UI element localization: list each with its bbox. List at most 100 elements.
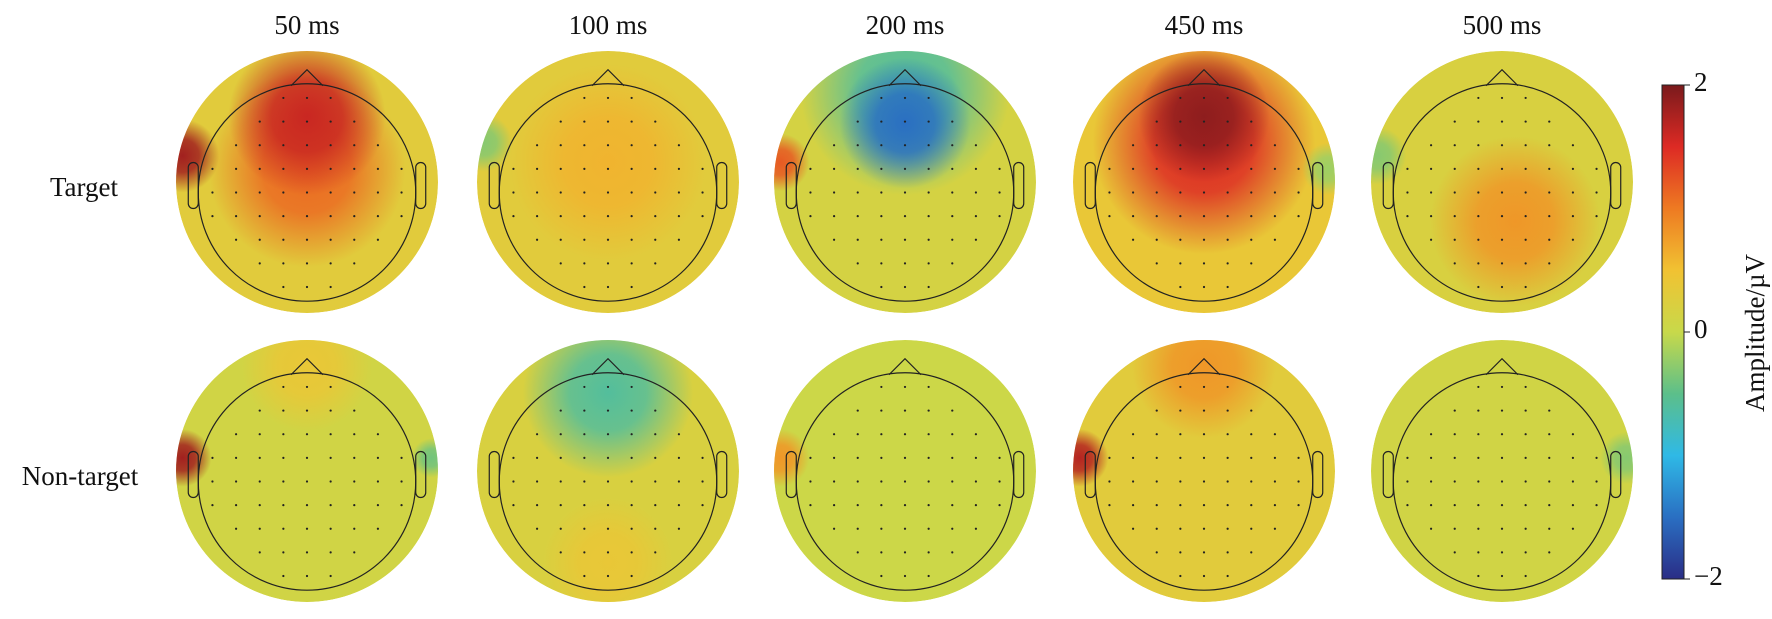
amplitude-peak	[228, 51, 386, 196]
electrode	[630, 215, 633, 218]
electrode	[1250, 144, 1253, 147]
electrode	[1406, 191, 1409, 194]
electrode	[1202, 96, 1206, 100]
electrode	[512, 215, 515, 218]
electrode	[974, 480, 978, 483]
electrode	[903, 238, 907, 241]
electrode	[903, 551, 907, 554]
topomap	[477, 51, 739, 313]
electrode	[654, 144, 657, 147]
electrode	[927, 215, 930, 218]
electrode	[583, 551, 586, 554]
electrode	[1202, 456, 1206, 459]
electrode	[809, 215, 812, 218]
electrode	[903, 433, 907, 436]
electrode	[234, 456, 238, 459]
electrode	[1429, 215, 1433, 218]
electrode	[927, 480, 930, 483]
topomap	[176, 340, 438, 602]
electrode	[353, 409, 356, 412]
electrode	[258, 144, 261, 147]
nose	[888, 68, 922, 87]
electrode	[1226, 96, 1229, 100]
electrode	[258, 262, 261, 265]
electrode	[951, 215, 954, 218]
electrode	[1500, 144, 1504, 147]
nose	[1485, 357, 1519, 376]
amplitude-peak	[522, 340, 694, 478]
electrode	[927, 120, 930, 123]
ear	[187, 161, 199, 210]
electrode	[1179, 262, 1182, 265]
electrode	[974, 167, 978, 170]
topomap	[1073, 340, 1335, 602]
electrode	[1155, 144, 1158, 147]
electrode	[1155, 551, 1158, 554]
electrode	[583, 574, 586, 578]
electrode	[1297, 191, 1300, 194]
ear	[1084, 450, 1096, 499]
amplitude-peak	[1600, 431, 1633, 485]
electrode	[1250, 480, 1253, 483]
electrode	[329, 385, 332, 389]
electrode	[1179, 120, 1182, 123]
electrode	[654, 120, 657, 123]
electrode	[282, 551, 285, 554]
electrode	[1202, 409, 1206, 412]
electrode	[832, 480, 836, 483]
electrode	[305, 167, 309, 170]
colorbar-tick-label: −2	[1694, 561, 1723, 591]
electrode	[630, 409, 633, 412]
electrode	[1524, 167, 1527, 170]
electrode	[630, 527, 633, 530]
colorbar-label: Amplitude/µV	[1740, 253, 1770, 412]
electrode	[234, 167, 238, 170]
electrode	[606, 456, 610, 459]
electrode	[1155, 480, 1158, 483]
electrode	[606, 144, 610, 147]
electrode	[856, 262, 859, 265]
ear	[488, 450, 500, 499]
electrode	[951, 191, 954, 194]
electrode	[1524, 456, 1527, 459]
electrode	[1571, 433, 1575, 436]
electrode	[1131, 527, 1135, 530]
electrode	[1226, 551, 1229, 554]
nose	[290, 68, 324, 87]
electrode	[903, 504, 907, 507]
electrode	[1429, 191, 1433, 194]
electrode	[305, 96, 309, 100]
electrode	[1524, 527, 1527, 530]
electrode	[606, 527, 610, 530]
electrode	[856, 433, 859, 436]
amplitude-peak	[241, 340, 373, 432]
electrode	[329, 504, 332, 507]
electrode	[258, 527, 261, 530]
electrode	[927, 456, 930, 459]
electrode	[903, 262, 907, 265]
electrode	[376, 456, 380, 459]
electrode	[329, 144, 332, 147]
electrode	[1155, 120, 1158, 123]
electrode	[329, 574, 332, 578]
electrode	[832, 527, 836, 530]
column-label: 100 ms	[569, 10, 648, 40]
electrode	[701, 191, 704, 194]
electrode	[305, 456, 309, 459]
electrode	[951, 120, 954, 123]
electrode	[1524, 238, 1527, 241]
electrode	[903, 96, 907, 100]
electrode	[832, 238, 836, 241]
electrode	[951, 551, 954, 554]
electrode	[305, 433, 309, 436]
electrode	[305, 574, 309, 578]
electrode	[880, 504, 883, 507]
electrode	[282, 433, 285, 436]
electrode	[630, 574, 633, 578]
electrode	[927, 191, 930, 194]
electrode	[1477, 480, 1480, 483]
electrode	[1548, 527, 1551, 530]
electrode	[305, 215, 309, 218]
electrode	[1179, 456, 1182, 459]
